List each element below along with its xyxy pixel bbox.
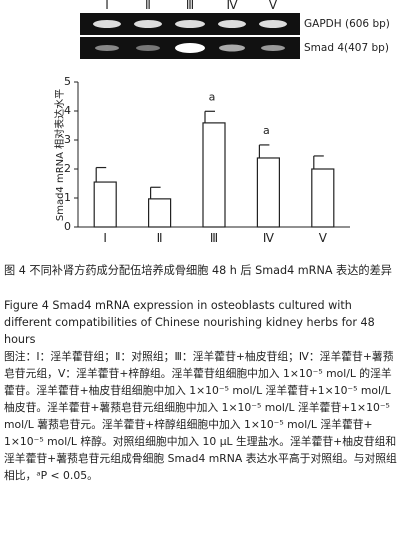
x-tick-label: Ⅱ	[157, 231, 163, 245]
bar	[311, 168, 335, 228]
bar	[148, 198, 172, 228]
y-axis-label: Smad4 mRNA 相对表达水平	[53, 89, 66, 221]
y-tick-label: 3	[64, 133, 71, 146]
caption-en: Figure 4 Smad4 mRNA expression in osteob…	[4, 299, 375, 346]
bar	[202, 122, 226, 228]
annotation: a	[263, 124, 270, 137]
y-tick-label: 0	[64, 220, 71, 233]
y-tick-label: 1	[64, 191, 71, 204]
lane-label: Ⅴ	[269, 0, 278, 12]
x-tick-label: Ⅳ	[263, 231, 274, 245]
y-tick-label: 5	[64, 75, 71, 88]
gel-bands	[93, 20, 287, 53]
gel-label: GAPDH (606 bp)	[304, 18, 390, 30]
lane-label: Ⅲ	[186, 0, 194, 12]
lane-label: Ⅱ	[145, 0, 151, 12]
caption-cn: 图 4 不同补肾方药成分配伍培养成骨细胞 48 h 后 Smad4 mRNA 表…	[4, 264, 392, 277]
figure: Ⅰ Ⅱ Ⅲ Ⅳ Ⅴ GAPDH (606 bp) Smad 4(407 bp) …	[53, 0, 390, 245]
x-tick-label: Ⅰ	[103, 231, 107, 245]
y-tick-label: 2	[64, 162, 71, 175]
x-tick-label: Ⅲ	[210, 231, 218, 245]
bar	[93, 181, 117, 228]
bar	[256, 157, 280, 228]
y-tick-label: 4	[64, 104, 71, 117]
figure-note: 图注：Ⅰ：淫羊藿苷组；Ⅱ：对照组；Ⅲ：淫羊藿苷+柚皮苷组；Ⅳ：淫羊藿苷+薯蓣皂苷…	[4, 350, 397, 482]
gel-label: Smad 4(407 bp)	[304, 42, 389, 54]
annotation: a	[209, 90, 216, 103]
x-tick-label: Ⅴ	[319, 231, 328, 245]
lane-label: Ⅰ	[105, 0, 109, 12]
lane-label: Ⅳ	[226, 0, 237, 12]
